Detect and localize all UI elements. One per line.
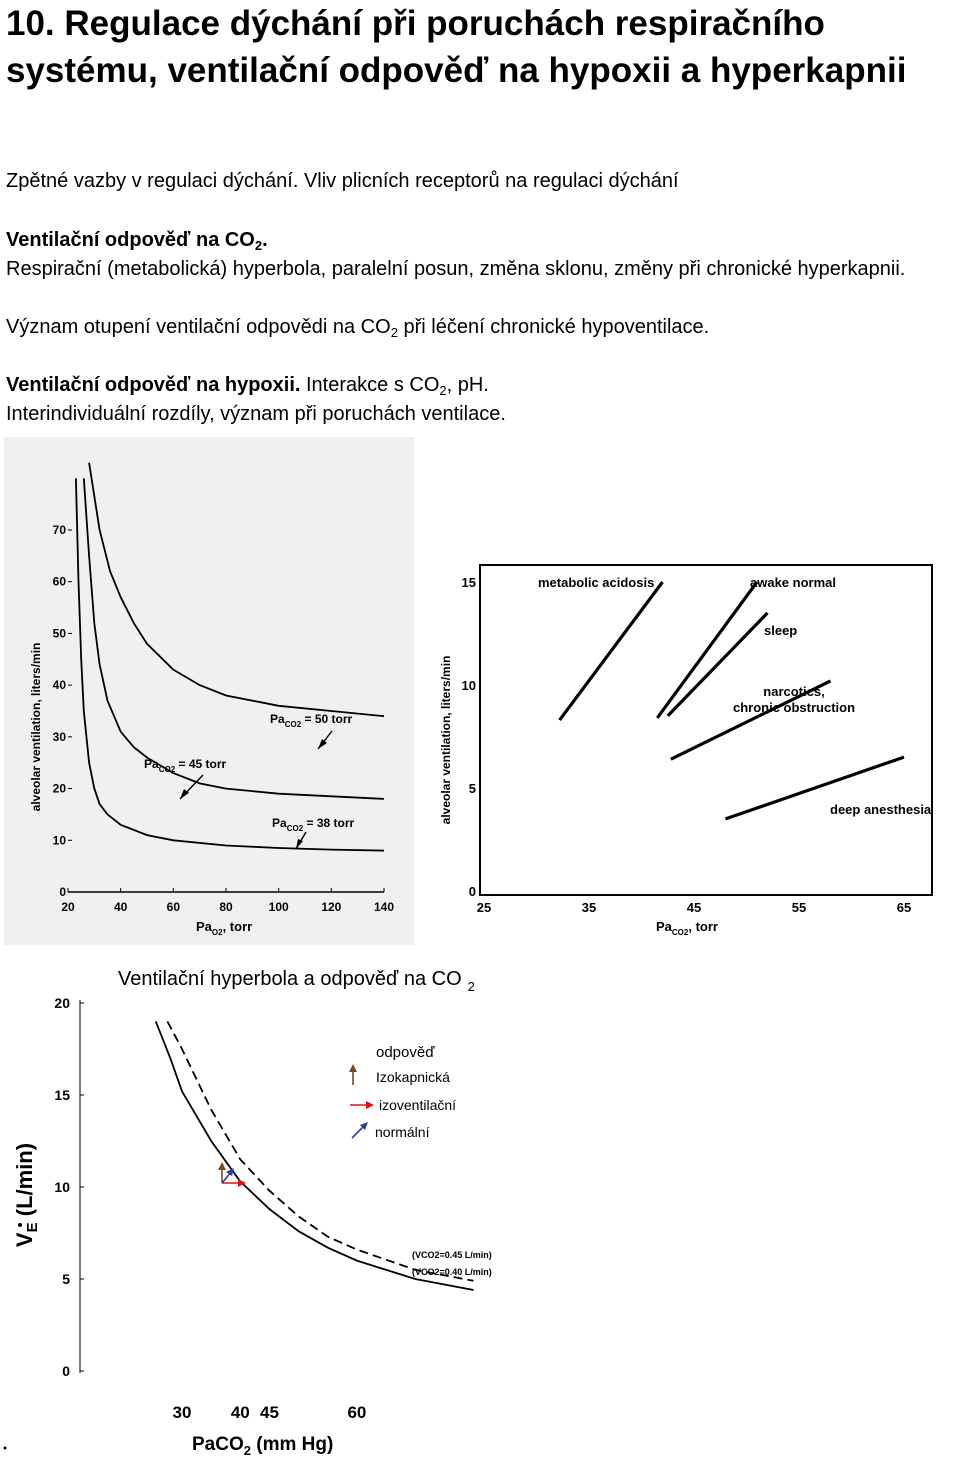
page-title: 10. Regulace dýchání při poruchách respi… xyxy=(6,4,907,90)
hypoxia-x-tick: 60 xyxy=(167,900,181,914)
response-arrows xyxy=(218,1162,246,1187)
annotation-paco2-38: PaCO2 = 38 torr xyxy=(272,816,354,833)
hyperbola-x-tick: 30 xyxy=(173,1403,192,1422)
co2-x-tick: 55 xyxy=(792,900,806,915)
legend-isocapnic: Izokapnická xyxy=(349,1064,450,1085)
hypoxia-x-tick: 20 xyxy=(61,900,75,914)
co2-y-tick: 15 xyxy=(462,575,476,590)
hypoxia-y-tick: 30 xyxy=(53,730,67,744)
hypoxia-curve-1 xyxy=(82,478,385,800)
hyperbola-x-tick: 60 xyxy=(347,1403,366,1422)
hypoxia-x-tick: 80 xyxy=(219,900,233,914)
text-line-feedback: Zpětné vazby v regulaci dýchání. Vliv pl… xyxy=(6,167,946,196)
label-awake-normal: awake normal xyxy=(750,575,836,590)
text-hypoxia-b: , pH. xyxy=(446,374,489,396)
co2-x-tick: 25 xyxy=(477,900,491,915)
hyperbola-y-tick: 5 xyxy=(62,1271,70,1287)
hyperbola-curve-0 xyxy=(166,1020,474,1282)
hypoxia-x-tick: 40 xyxy=(114,900,128,914)
hyperbola-y-tick: 0 xyxy=(62,1363,70,1379)
co2-y-tick: 0 xyxy=(469,884,476,899)
label-chronic-obstruction: chronic obstruction xyxy=(733,700,855,715)
co2-x-tick: 65 xyxy=(897,900,911,915)
hypoxia-y-tick: 40 xyxy=(53,678,67,692)
co2-line-4 xyxy=(724,755,905,821)
heading-co2-response: Ventilační odpověď na CO2. xyxy=(6,226,946,255)
vdot-marker xyxy=(18,1223,22,1227)
heading-co2-tail: . xyxy=(262,229,268,251)
label-sleep: sleep xyxy=(764,623,797,638)
text-hypoxia: Ventilační odpověď na hypoxii. Interakce… xyxy=(6,371,946,400)
label-metabolic-acidosis: metabolic acidosis xyxy=(538,575,654,590)
hypoxia-x-tick: 100 xyxy=(269,900,289,914)
svg-text:izoventilační: izoventilační xyxy=(379,1097,456,1113)
svg-text:normální: normální xyxy=(375,1124,430,1140)
text-hypoxia-a: Interakce s CO xyxy=(300,374,440,396)
text-blunting: Význam otupení ventilační odpovědi na CO… xyxy=(6,313,946,342)
co2-x-tick: 45 xyxy=(687,900,701,915)
hypoxia-y-tick: 70 xyxy=(53,523,67,537)
co2-line-0 xyxy=(558,581,664,721)
co2-line-3 xyxy=(670,679,832,761)
co2-y-label: alveolar ventilation, liters/min xyxy=(439,656,453,825)
hypoxia-y-tick: 0 xyxy=(59,885,66,899)
annotation-paco2-50: PaCO2 = 50 torr xyxy=(270,712,352,729)
label-narcotics: narcotics, xyxy=(763,684,824,699)
heading-co2-sub: 2 xyxy=(254,238,263,253)
hypoxia-chart: 0 10 20 30 40 50 60 70 20 40 60 80 100 120 140 alveol… xyxy=(4,437,414,945)
hypoxia-curve-2 xyxy=(75,478,385,852)
co2-chart-frame xyxy=(479,564,933,896)
co2-response-chart: 0 5 10 15 25 35 45 55 65 alveolar ventilation, … xyxy=(430,560,935,945)
text-blunting-sub: 2 xyxy=(390,325,398,340)
co2-line-2 xyxy=(666,611,769,718)
hyperbola-x-tick: 45 xyxy=(260,1403,279,1422)
legend-title: odpověď xyxy=(376,1044,435,1061)
hyperbola-chart: Ventilační hyperbola a odpověď na CO 2 0 5… xyxy=(0,955,560,1460)
hyperbola-y-label: VE (L/min) xyxy=(12,1143,41,1247)
hyperbola-curve-1 xyxy=(154,1021,474,1291)
hypoxia-curve-0 xyxy=(88,462,385,718)
hyperbola-y-tick: 20 xyxy=(54,995,70,1011)
hypoxia-y-tick: 60 xyxy=(53,575,67,589)
text-hyperbola: Respirační (metabolická) hyperbola, para… xyxy=(6,258,906,280)
co2-line-1 xyxy=(655,581,759,719)
text-individual: Interindividuální rozdíly, význam při po… xyxy=(6,403,506,425)
text-feedback: Zpětné vazby v regulaci dýchání. Vliv pl… xyxy=(6,170,679,192)
label-vco2-045: (VCO2=0.45 L/min) xyxy=(412,1250,492,1260)
hypoxia-y-tick: 20 xyxy=(53,782,67,796)
text-blunting-b: při léčení chronické hypoventilace. xyxy=(397,316,710,338)
heading-co2-text: Ventilační odpověď na CO xyxy=(6,229,255,251)
co2-y-tick: 5 xyxy=(469,781,476,796)
hyperbola-x-tick: 40 xyxy=(231,1403,250,1422)
label-vco2-040: (VCO2=0.40 L/min) xyxy=(412,1267,492,1277)
hypoxia-x-tick: 140 xyxy=(374,900,394,914)
svg-text:Izokapnická: Izokapnická xyxy=(376,1069,450,1085)
legend-normal: normální xyxy=(351,1122,430,1140)
hyperbola-y-tick: 10 xyxy=(54,1179,70,1195)
label-deep-anesthesia: deep anesthesia xyxy=(830,802,932,817)
text-blunting-a: Význam otupení ventilační odpovědi na CO xyxy=(6,316,391,338)
hypoxia-y-tick: 10 xyxy=(53,833,67,847)
hypoxia-y-label: alveolar ventilation, liters/min xyxy=(29,643,43,812)
hyperbola-title: Ventilační hyperbola a odpověď na CO 2 xyxy=(118,968,475,994)
text-hypoxia-sub: 2 xyxy=(439,383,447,398)
co2-x-label: PaCO2, torr xyxy=(656,919,718,937)
hyperbola-x-label: PaCO2 (mm Hg) xyxy=(192,1434,333,1458)
hypoxia-y-tick: 50 xyxy=(53,626,67,640)
hyperbola-y-tick: 15 xyxy=(54,1087,70,1103)
annotation-paco2-45: PaCO2 = 45 torr xyxy=(144,757,226,774)
co2-x-tick: 35 xyxy=(582,900,596,915)
legend-isoventilatory: izoventilační xyxy=(350,1097,456,1113)
co2-y-tick: 10 xyxy=(462,678,476,693)
hypoxia-x-label: PaO2, torr xyxy=(196,919,252,937)
hypoxia-x-tick: 120 xyxy=(321,900,341,914)
heading-hypoxia: Ventilační odpověď na hypoxii. xyxy=(6,374,301,396)
